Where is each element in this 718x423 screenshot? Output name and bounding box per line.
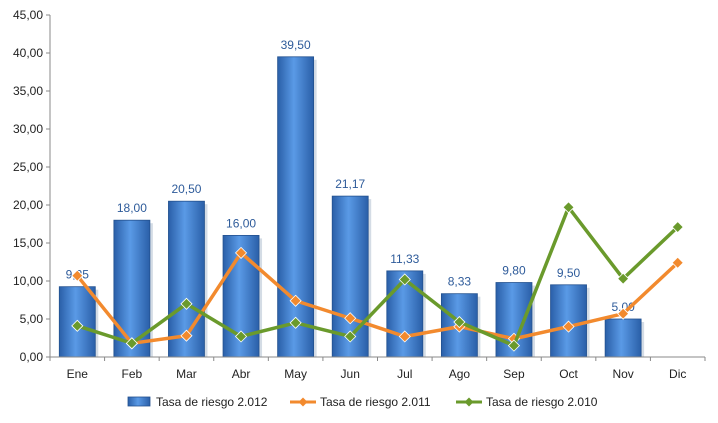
bar-data-label: 9,80 <box>502 264 526 278</box>
bar-series <box>58 56 645 358</box>
series-line <box>75 251 679 346</box>
line-point-marker <box>617 272 630 285</box>
y-tick-label: 20,00 <box>13 198 43 212</box>
x-tick-label: Jul <box>397 367 412 381</box>
line-point-marker <box>180 297 193 310</box>
x-tick-label: Feb <box>122 367 143 381</box>
line-point-marker <box>234 330 248 343</box>
y-tick-label: 35,00 <box>13 84 43 98</box>
line-point-marker <box>398 273 411 286</box>
y-tick-label: 45,00 <box>13 8 43 22</box>
line-point-marker <box>344 330 357 343</box>
bar-data-label: 5,00 <box>611 300 635 314</box>
series-line <box>76 205 679 348</box>
bar-data-label: 9,50 <box>557 266 581 280</box>
x-axis: Ene Feb Mar Abr May Jun Jul Ago Sep Oct Nov Dic <box>49 356 706 381</box>
bar <box>331 195 369 358</box>
line-point-marker <box>344 312 357 325</box>
bar <box>604 318 642 358</box>
line-point-marker <box>398 330 411 343</box>
bar-data-labels: 9,2518,0020,5016,0039,5021,1711,338,339,… <box>66 38 636 314</box>
legend-label: Tasa de riesgo 2.011 <box>320 395 431 409</box>
line-point-marker <box>507 339 521 352</box>
legend-label: Tasa de riesgo 2.010 <box>486 395 598 409</box>
line-series <box>71 201 684 352</box>
legend-swatch <box>127 396 151 407</box>
line-series-1 <box>71 246 684 350</box>
bar <box>113 219 151 358</box>
x-tick-label: May <box>284 367 307 381</box>
legend: Tasa de riesgo 2.012 Tasa de riesgo 2.011… <box>127 395 598 409</box>
x-tick-label: Ago <box>449 367 471 381</box>
bar-data-label: 11,33 <box>390 252 419 266</box>
line-point-marker <box>180 329 193 342</box>
bar-data-label: 18,00 <box>117 201 147 215</box>
y-tick-label: 5,00 <box>20 312 44 326</box>
line-point-marker <box>71 319 84 332</box>
y-tick-label: 25,00 <box>13 160 43 174</box>
bar-data-label: 21,17 <box>335 177 365 191</box>
bar-data-label: 8,33 <box>448 275 472 289</box>
x-tick-label: Dic <box>669 367 686 381</box>
line-point-marker <box>617 307 630 320</box>
bar <box>277 56 315 358</box>
legend-marker <box>298 397 308 407</box>
line-point-marker <box>671 220 684 234</box>
bar-data-label: 39,50 <box>281 38 311 52</box>
line-point-marker <box>289 316 302 329</box>
bar-data-label: 16,00 <box>226 216 256 230</box>
x-tick-label: Mar <box>176 367 197 381</box>
bar-data-label: 20,50 <box>171 182 201 196</box>
y-tick-label: 0,00 <box>20 350 44 364</box>
line-point-marker <box>671 256 684 269</box>
y-tick-label: 40,00 <box>13 46 43 60</box>
y-tick-label: 10,00 <box>13 274 43 288</box>
line-point-marker <box>234 246 248 259</box>
line-point-marker <box>562 320 575 333</box>
x-tick-label: Jun <box>341 367 360 381</box>
legend-marker <box>464 397 474 407</box>
legend-label: Tasa de riesgo 2.012 <box>156 395 268 409</box>
x-tick-label: Ene <box>67 367 89 381</box>
x-tick-label: Abr <box>232 367 251 381</box>
line-point-marker <box>125 337 138 350</box>
line-series-2 <box>71 201 684 352</box>
y-tick-label: 30,00 <box>13 122 43 136</box>
y-tick-label: 15,00 <box>13 236 43 250</box>
line-point-marker <box>289 294 302 307</box>
line-point-marker <box>71 269 84 282</box>
line-point-marker <box>453 315 466 329</box>
y-axis: 0,00 5,00 10,00 15,00 20,00 25,00 30,00 35,00 40… <box>13 8 51 364</box>
x-tick-label: Oct <box>559 367 578 381</box>
line-point-marker <box>562 201 575 214</box>
x-tick-label: Nov <box>612 367 633 381</box>
x-tick-label: Sep <box>503 367 525 381</box>
